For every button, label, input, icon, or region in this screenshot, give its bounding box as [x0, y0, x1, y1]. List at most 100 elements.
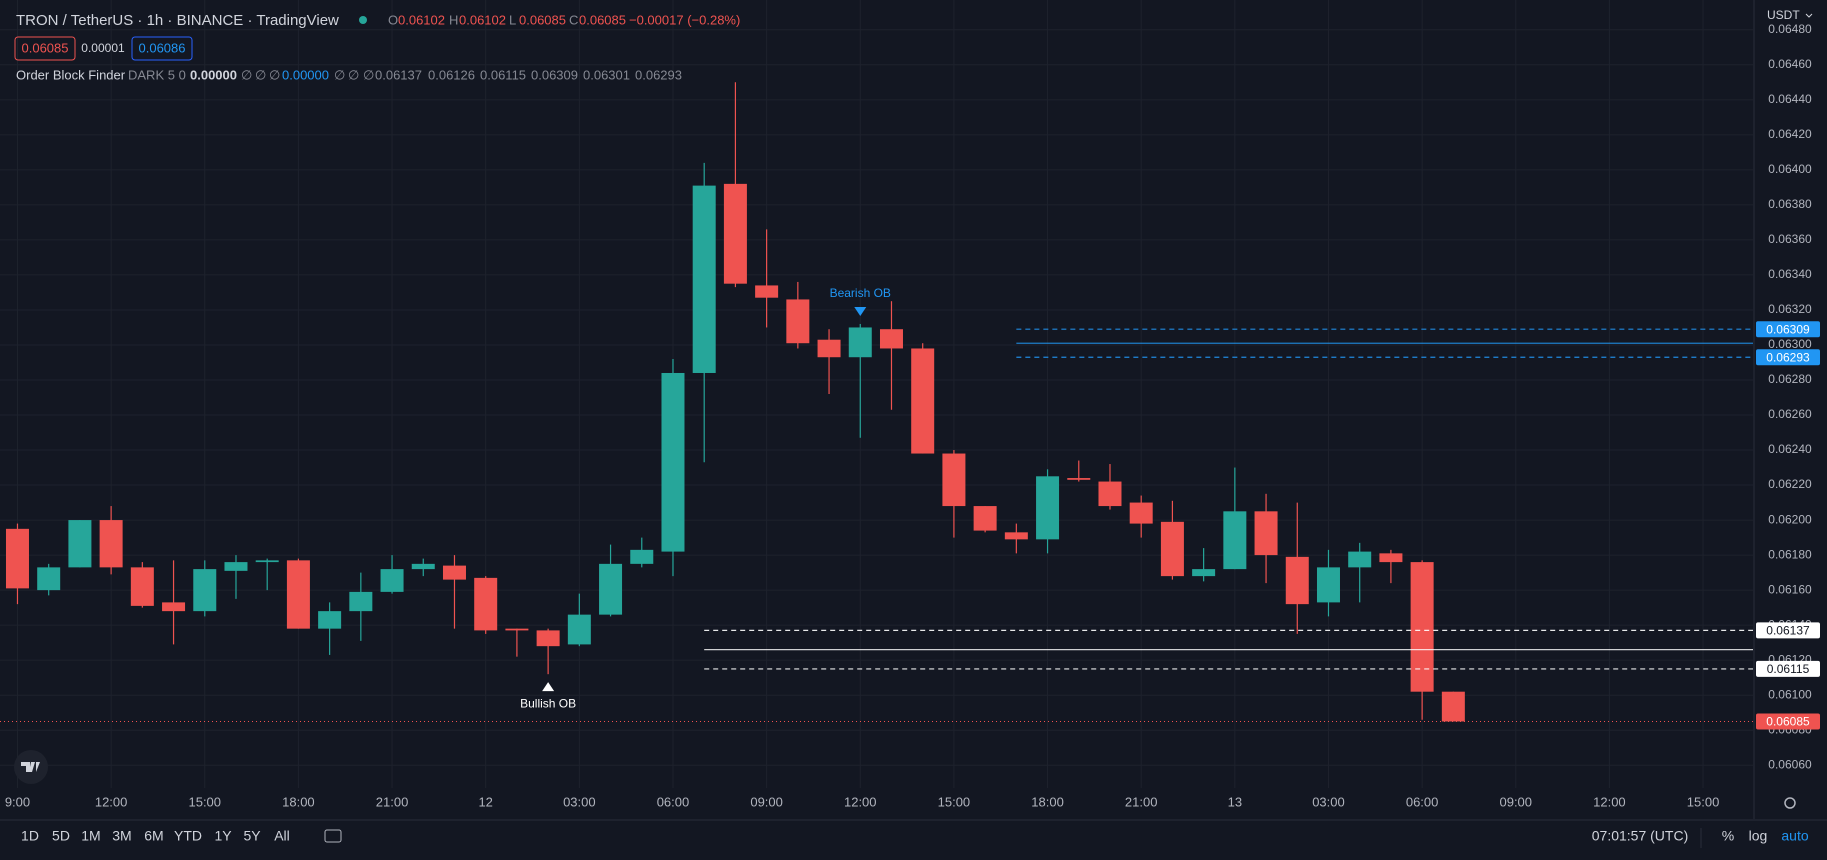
ohlc-value: 0.06085: [579, 12, 626, 27]
indicator-value: 0.06301: [583, 67, 630, 82]
price-tag-label: 0.06115: [1767, 662, 1810, 676]
price-tag: [1756, 660, 1820, 677]
x-tick-label: 15:00: [938, 794, 971, 809]
y-tick-label: 0.06460: [1768, 57, 1812, 71]
spread: 0.00001: [81, 41, 125, 55]
range-button[interactable]: 3M: [112, 828, 131, 844]
range-button[interactable]: 5Y: [243, 828, 261, 844]
scale-option[interactable]: %: [1722, 828, 1734, 844]
candle-body: [286, 560, 310, 629]
axes: 0.060600.060800.061000.061200.061400.061…: [5, 22, 1820, 809]
y-tick-label: 0.06480: [1768, 22, 1812, 36]
indicator-value: ∅: [348, 67, 359, 82]
candle-body: [723, 183, 747, 284]
y-tick-label: 0.06060: [1768, 757, 1812, 771]
x-tick-label: 15:00: [1687, 794, 1720, 809]
range-button[interactable]: 1D: [21, 828, 39, 844]
y-tick-label: 0.06340: [1768, 267, 1812, 281]
candle-body: [630, 549, 654, 564]
indicator-value: ∅: [334, 67, 345, 82]
currency[interactable]: USDT: [1767, 8, 1800, 22]
price-tag: [1756, 713, 1820, 730]
sell-price[interactable]: 0.06085: [22, 40, 69, 55]
range-button[interactable]: 5D: [52, 828, 70, 844]
settings-icon[interactable]: [1784, 797, 1796, 809]
candle-body: [318, 611, 342, 629]
ohlc-value: 0.06102: [459, 12, 506, 27]
range-button[interactable]: 1Y: [214, 828, 232, 844]
y-tick-label: 0.06380: [1768, 197, 1812, 211]
candle-body: [848, 327, 872, 358]
x-tick-label: 21:00: [376, 794, 409, 809]
y-tick-label: 0.06300: [1768, 337, 1812, 351]
x-tick-label: 15:00: [188, 794, 221, 809]
candle-body: [1036, 476, 1060, 540]
sell-box[interactable]: [14, 36, 76, 61]
symbol-title: TRON / TetherUS · 1h · BINANCE · Trading…: [16, 12, 339, 29]
candle-body: [911, 348, 935, 454]
x-tick-label: 18:00: [1031, 794, 1064, 809]
candle-body: [1348, 551, 1372, 568]
annotation: Bullish OB: [520, 696, 576, 710]
scale-option[interactable]: auto: [1781, 828, 1808, 844]
plot-area: Bullish OB Bearish OB: [0, 82, 1753, 722]
buy-price[interactable]: 0.06086: [139, 40, 186, 55]
candle-body: [37, 567, 61, 591]
x-tick-label: 9:00: [5, 794, 30, 809]
ohlc-value: 0.06102: [398, 12, 445, 27]
currency-chevron[interactable]: [1805, 13, 1813, 18]
range-button[interactable]: 1M: [81, 828, 100, 844]
x-tick-label: 09:00: [750, 794, 783, 809]
change: −0.00017 (−0.28%): [629, 12, 740, 27]
candle-body: [786, 299, 810, 344]
indicator-value: ∅: [241, 67, 252, 82]
candle-body: [1129, 502, 1153, 524]
x-tick-label: 09:00: [1499, 794, 1532, 809]
candle-body: [1254, 511, 1278, 556]
range-button[interactable]: YTD: [174, 828, 202, 844]
candle-body: [879, 329, 903, 349]
clock: 07:01:57 (UTC): [1592, 828, 1688, 844]
range-button[interactable]: 6M: [144, 828, 163, 844]
ohlc-label: C: [569, 12, 578, 27]
indicator-value: ∅: [269, 67, 280, 82]
buy-box[interactable]: [131, 36, 193, 61]
annotation-arrow: [854, 306, 867, 316]
scale-option[interactable]: log: [1749, 828, 1768, 844]
x-tick-label: 03:00: [1312, 794, 1345, 809]
indicator-value: 0.06126: [428, 67, 475, 82]
y-tick-label: 0.06420: [1768, 127, 1812, 141]
x-tick-label: 21:00: [1125, 794, 1158, 809]
indicator-value: 0.06309: [531, 67, 578, 82]
candle-body: [661, 372, 685, 552]
y-tick-label: 0.06200: [1768, 512, 1812, 526]
candle-body: [1285, 556, 1309, 605]
price-tag-label: 0.06085: [1766, 715, 1810, 729]
y-tick-label: 0.06220: [1768, 477, 1812, 491]
x-tick-label: 12: [478, 794, 492, 809]
candle-body: [1192, 569, 1216, 577]
candle-body: [692, 185, 716, 373]
candle-body: [224, 562, 248, 571]
date-range-icon[interactable]: [324, 829, 342, 843]
range-button[interactable]: All: [274, 828, 290, 844]
candle-body: [599, 563, 623, 615]
price-tag-label: 0.06137: [1766, 624, 1810, 638]
y-tick-label: 0.06100: [1768, 687, 1812, 701]
price-tag-label: 0.06293: [1766, 350, 1810, 364]
candle-body: [380, 569, 404, 592]
indicator-name[interactable]: Order Block Finder: [16, 67, 126, 82]
ohlc-label: H: [449, 12, 458, 27]
grid: [0, 0, 1753, 788]
candle-body: [193, 569, 217, 612]
y-tick-label: 0.06360: [1768, 232, 1812, 246]
indicator-value: 0.00000: [282, 67, 329, 82]
x-tick-label: 12:00: [844, 794, 877, 809]
annotation: Bearish OB: [830, 286, 891, 300]
candle-body: [411, 563, 435, 570]
candle-body: [536, 630, 560, 647]
y-tick-label: 0.06180: [1768, 547, 1812, 561]
y-tick-label: 0.06160: [1768, 582, 1812, 596]
candle-body: [755, 285, 779, 298]
y-tick-label: 0.06240: [1768, 442, 1812, 456]
